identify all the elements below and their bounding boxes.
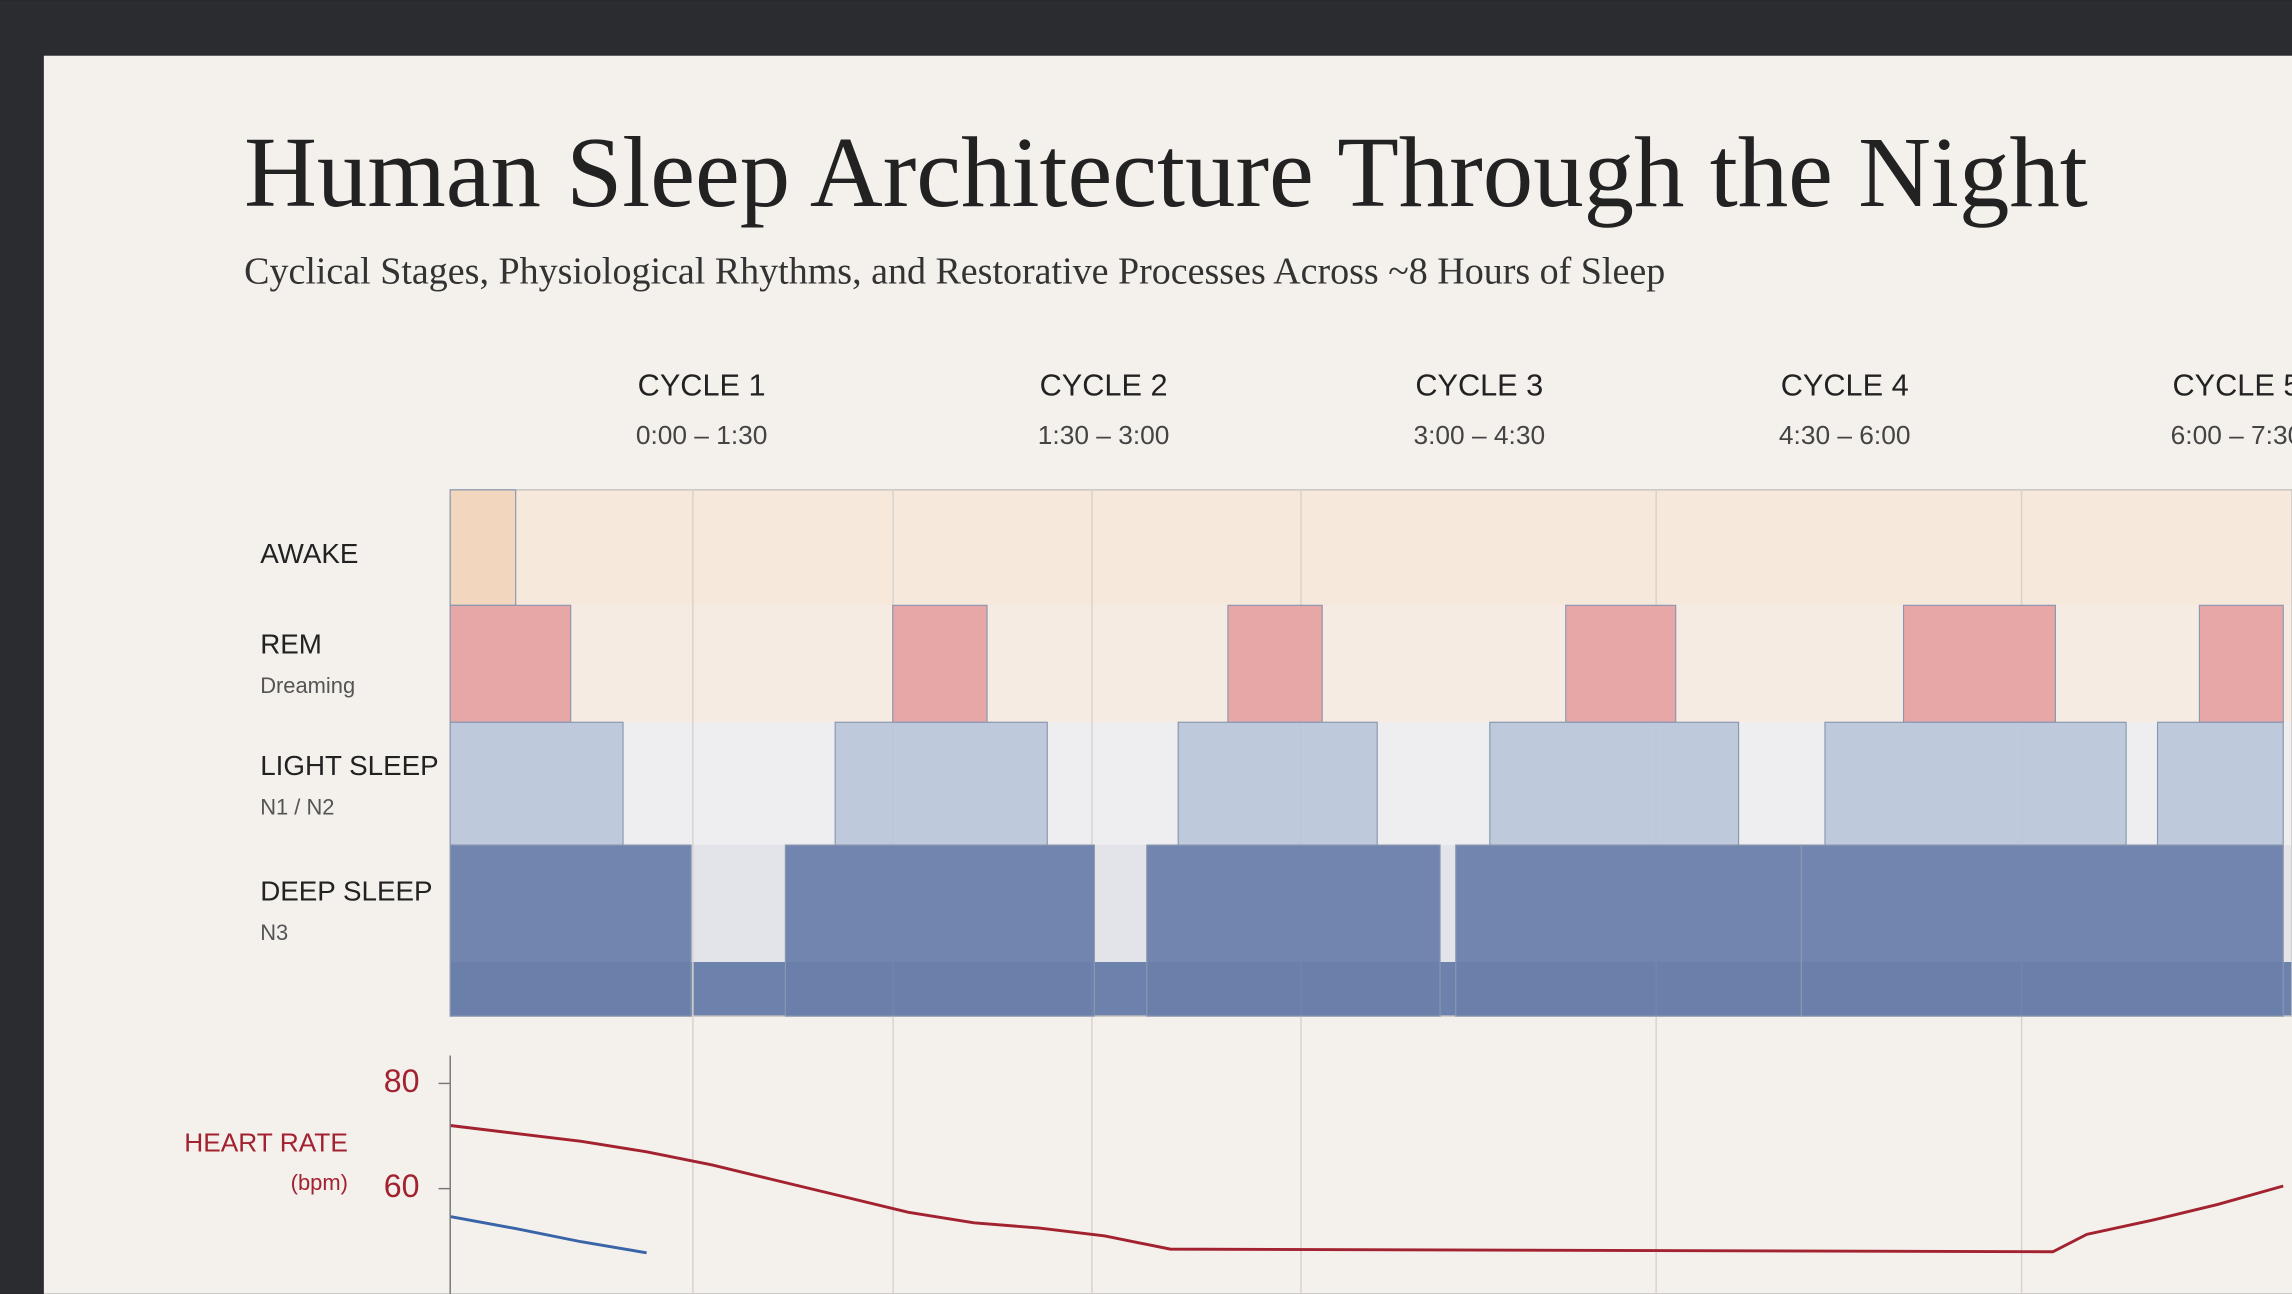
cycle-time: 1:30 – 3:00 [1038, 420, 1170, 450]
stage-segment [1565, 604, 1677, 723]
stage-segment [1824, 721, 2127, 846]
cycle-time: 0:00 – 1:30 [636, 420, 768, 450]
stage-segment [892, 604, 988, 723]
stage-sublabel: N3 [260, 920, 288, 945]
stage-segment [2156, 721, 2284, 846]
stage-segment [449, 844, 692, 1017]
stage-segment [1227, 604, 1323, 723]
cycle-time: 3:00 – 4:30 [1413, 420, 1545, 450]
cycle-time: 4:30 – 6:00 [1779, 420, 1911, 450]
cycle-label: CYCLE 2 [1040, 368, 1168, 403]
stage-segment [834, 721, 1048, 846]
cycle-label: CYCLE 3 [1415, 368, 1543, 403]
cycle-label: CYCLE 4 [1781, 368, 1909, 403]
stage-label: DEEP SLEEP [260, 876, 432, 907]
title: Human Sleep Architecture Through the Nig… [244, 116, 2088, 228]
stage-label: AWAKE [260, 538, 358, 569]
stage-label: REM [260, 629, 322, 660]
cycle-label: CYCLE 5 [2172, 368, 2292, 403]
stage-segment [1902, 604, 2056, 723]
stage-sublabel: N1 / N2 [260, 794, 334, 819]
y-tick-label: 60 [384, 1168, 420, 1204]
heart-rate-line [449, 1215, 647, 1255]
stage-segment [1489, 721, 1740, 846]
stage-segment [1800, 844, 2284, 1017]
y-tick-label: 80 [384, 1063, 420, 1099]
axis-label: HEART RATE [184, 1128, 348, 1158]
stage-segment [449, 604, 572, 723]
subtitle: Cyclical Stages, Physiological Rhythms, … [244, 251, 1665, 293]
stage-segment [449, 721, 624, 846]
stage-segment [784, 844, 1095, 1017]
stage-sublabel: Dreaming [260, 673, 355, 698]
stage-segment [449, 489, 517, 606]
stage-segment [1455, 844, 1802, 1017]
stage-segment [2198, 604, 2284, 723]
cycle-time: 6:00 – 7:30 [2171, 420, 2292, 450]
stage-segment [1177, 721, 1378, 846]
cycle-label: CYCLE 1 [638, 368, 766, 403]
stage-segment [1146, 844, 1441, 1017]
heart-rate-line [450, 1124, 2284, 1254]
stage-label: LIGHT SLEEP [260, 750, 439, 781]
axis-unit: (bpm) [291, 1170, 348, 1195]
